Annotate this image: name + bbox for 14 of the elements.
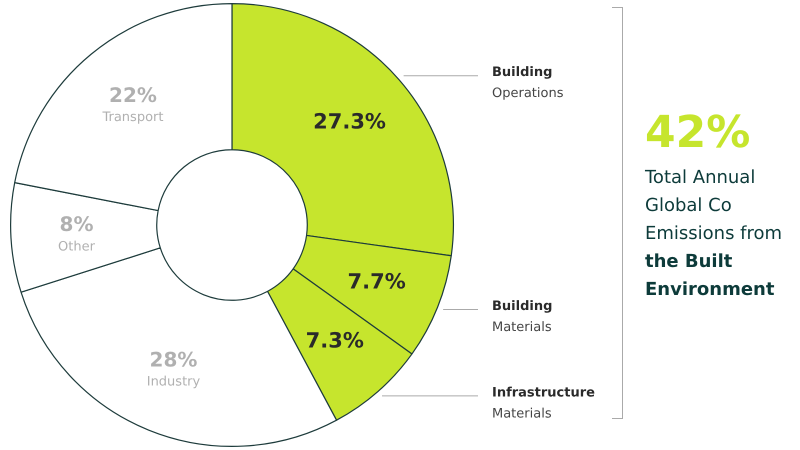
slice-label: Building Materials bbox=[492, 298, 552, 335]
data-label: 22% bbox=[109, 82, 157, 107]
data-label: 7.7% bbox=[347, 269, 406, 294]
text: 42% bbox=[645, 107, 752, 158]
slice-label: Other bbox=[58, 239, 96, 254]
text: the Built Environment bbox=[645, 251, 774, 300]
data-label: 8% bbox=[60, 212, 94, 236]
data-label: 27.3% bbox=[313, 109, 386, 134]
data-label: 28% bbox=[150, 348, 198, 372]
slice-label: Infrastructure Materials bbox=[492, 385, 596, 422]
slice-label: Transport bbox=[101, 110, 164, 126]
slice-label: Building Operations bbox=[492, 65, 564, 102]
data-label: 7.3% bbox=[306, 328, 364, 353]
slice-label: Industry bbox=[146, 374, 201, 390]
